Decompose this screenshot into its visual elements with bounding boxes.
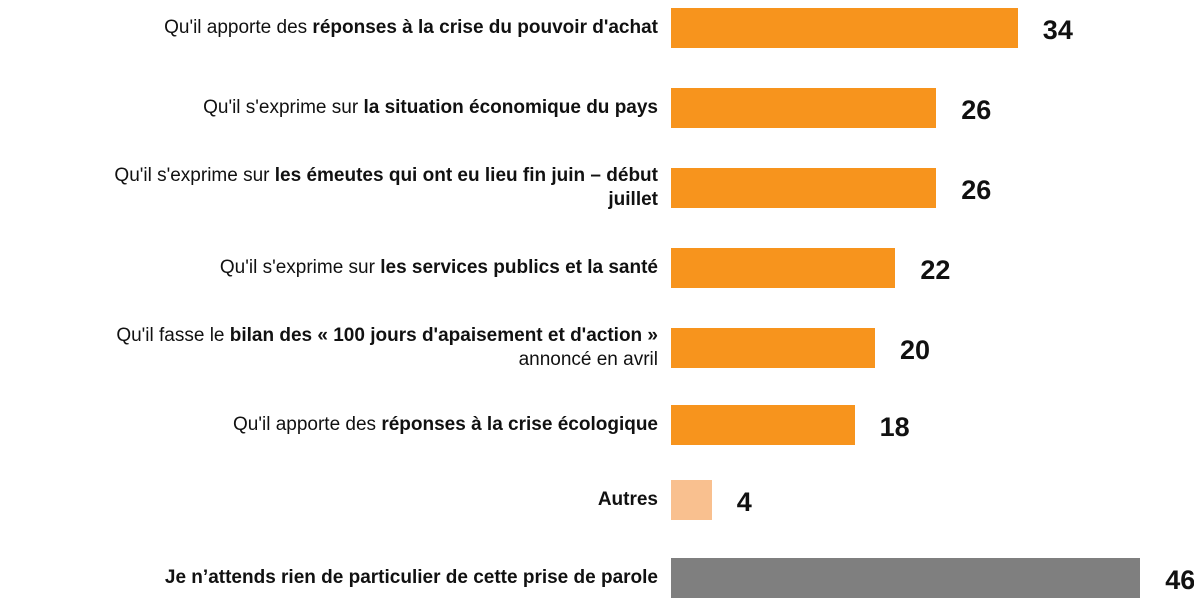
bar — [671, 558, 1141, 598]
label-run: les services publics et la santé — [380, 257, 658, 278]
value-label: 22 — [920, 255, 951, 285]
label-run: bilan des « 100 jours d'apaisement et d'… — [229, 325, 658, 346]
category-label: Qu'il apporte des réponses à la crise du… — [98, 0, 658, 58]
label-run: la situation économique du pays — [363, 97, 658, 118]
category-text: Qu'il fasse le bilan des « 100 jours d'a… — [98, 324, 658, 372]
category-text: Qu'il apporte des réponses à la crise éc… — [233, 413, 658, 437]
label-run: les émeutes qui ont eu lieu fin juin – d… — [274, 165, 658, 210]
label-run: annoncé en avril — [518, 349, 658, 370]
category-label: Qu'il fasse le bilan des « 100 jours d'a… — [98, 318, 658, 378]
category-label: Qu'il s'exprime sur la situation économi… — [98, 78, 658, 138]
category-text: Qu'il s'exprime sur la situation économi… — [203, 96, 658, 120]
category-label: Qu'il s'exprime sur les services publics… — [98, 238, 658, 298]
label-run: Je n’attends rien de particulier de cett… — [164, 567, 658, 588]
label-run: réponses à la crise écologique — [381, 414, 658, 435]
value-label: 4 — [736, 487, 752, 517]
category-label: Autres — [98, 470, 658, 530]
label-run: Autres — [597, 489, 658, 510]
category-label: Qu'il apporte des réponses à la crise éc… — [98, 395, 658, 455]
bar — [671, 328, 875, 368]
value-label: 26 — [961, 95, 992, 125]
value-label: 18 — [879, 412, 910, 442]
category-text: Autres — [598, 488, 658, 512]
label-run: réponses à la crise du pouvoir d'achat — [312, 17, 658, 38]
bar — [671, 168, 937, 208]
category-label: Je n’attends rien de particulier de cett… — [0, 548, 658, 608]
category-text: Qu'il s'exprime sur les services publics… — [220, 256, 658, 280]
bar — [671, 480, 712, 520]
bar — [671, 248, 896, 288]
bar — [671, 88, 937, 128]
category-label: Qu'il s'exprime sur les émeutes qui ont … — [98, 158, 658, 218]
category-text: Qu'il apporte des réponses à la crise du… — [164, 16, 658, 40]
value-label: 34 — [1042, 15, 1073, 45]
value-label: 26 — [961, 175, 992, 205]
label-run: Qu'il s'exprime sur — [114, 165, 275, 186]
label-run: Qu'il apporte des — [164, 17, 313, 38]
label-run: Qu'il apporte des — [233, 414, 382, 435]
value-label: 46 — [1165, 565, 1194, 595]
bar — [671, 405, 855, 445]
bar — [671, 8, 1018, 48]
value-label: 20 — [900, 335, 931, 365]
label-run: Qu'il s'exprime sur — [203, 97, 364, 118]
label-run: Qu'il s'exprime sur — [219, 257, 381, 278]
category-text: Je n’attends rien de particulier de cett… — [165, 566, 658, 590]
label-run: Qu'il fasse le — [116, 325, 230, 346]
category-text: Qu'il s'exprime sur les émeutes qui ont … — [98, 164, 658, 212]
